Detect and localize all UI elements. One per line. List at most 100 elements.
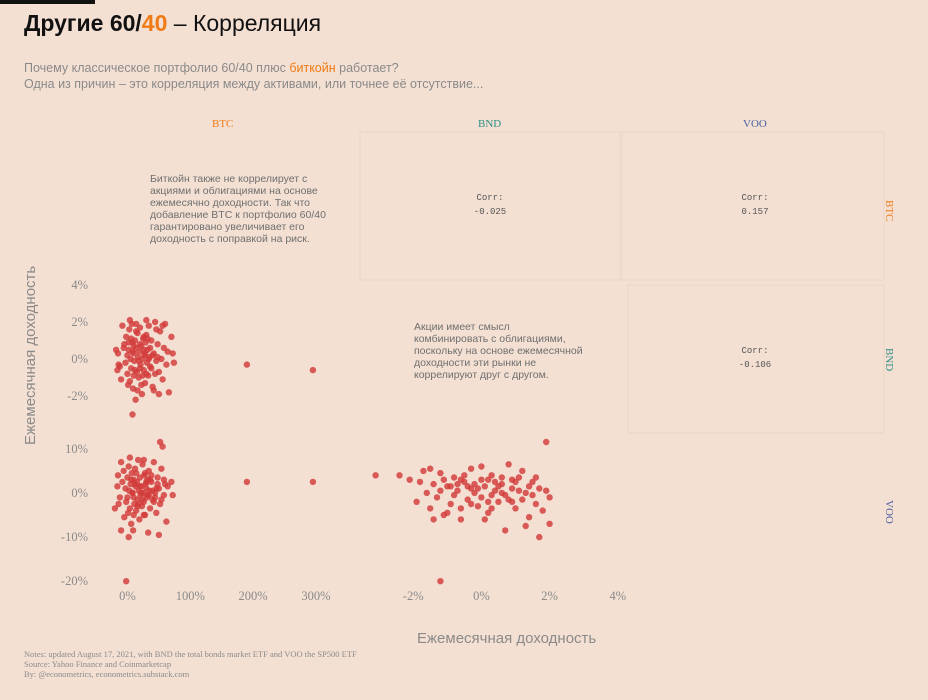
scatter-point: [471, 489, 478, 497]
x-axis-title: Ежемесячная доходность: [417, 630, 597, 647]
scatter-point: [467, 465, 475, 472]
annotation-bnd-line: поскольку на основе ежемесячной: [414, 345, 583, 357]
scatter-point: [457, 516, 465, 523]
scatter-point: [532, 500, 540, 508]
scatter-point: [454, 487, 461, 494]
annotation-btc-line: гарантировано увеличивает его: [150, 221, 305, 233]
scatter-point: [450, 491, 458, 499]
scatter-point: [502, 527, 509, 534]
top-accent-bar: [0, 0, 95, 4]
row-label-btc: BTC: [883, 200, 895, 222]
scatter-point: [154, 480, 161, 488]
scatter-point: [120, 344, 127, 352]
column-label-btc: BTC: [212, 118, 234, 130]
scatter-point: [440, 476, 447, 483]
scatter-point: [420, 467, 427, 475]
corr-label: Corr:: [476, 193, 503, 203]
corr-label: Corr:: [741, 193, 768, 203]
scatter-point: [128, 476, 135, 483]
scatter-point: [543, 438, 550, 446]
scatter-point: [154, 474, 161, 481]
scatter-point: [529, 478, 536, 486]
scatter-point: [525, 483, 533, 490]
annotation-btc-line: доходность с поправкой на риск.: [150, 233, 310, 245]
scatter-point: [158, 465, 165, 472]
scatter-point: [150, 458, 157, 466]
scatter-point: [114, 366, 121, 374]
scatter-point: [430, 480, 437, 488]
scatter-point: [508, 476, 516, 483]
scatter-point: [437, 487, 444, 494]
x-tick-label: 2%: [541, 589, 558, 603]
scatter-point: [467, 500, 475, 508]
scatter-point: [135, 357, 142, 365]
scatter-point: [116, 494, 124, 501]
scatter-point: [169, 350, 176, 357]
scatter-point: [136, 483, 144, 490]
scatter-point: [447, 500, 454, 508]
scatter-point: [529, 491, 536, 499]
scatter-point: [491, 478, 499, 486]
scatter-point: [539, 507, 546, 514]
corr-label: Corr:: [741, 346, 768, 356]
scatter-point: [136, 516, 143, 523]
scatter-point: [146, 476, 154, 483]
scatter-point: [427, 465, 434, 472]
scatter-point: [536, 485, 543, 492]
scatter-point: [491, 487, 499, 494]
scatter-point: [447, 483, 454, 490]
column-label-bnd: BND: [478, 118, 502, 130]
scatter-point: [444, 509, 451, 516]
x-tick-label: 4%: [609, 589, 626, 603]
scatter-point: [151, 370, 159, 377]
scatter-point: [478, 476, 485, 483]
byline: By: @econometrics, econometrics.substack…: [24, 669, 190, 679]
y-tick-label: 0%: [71, 486, 88, 500]
scatter-point: [536, 533, 543, 541]
scatter-point: [169, 491, 176, 499]
scatter-point: [122, 359, 129, 366]
column-label-voo: VOO: [743, 118, 767, 130]
scatter-point: [519, 496, 526, 503]
scatter-point: [416, 478, 424, 486]
correlation-panel-frame: [621, 131, 885, 281]
scatter-point: [136, 341, 144, 348]
scatter-point: [125, 339, 132, 346]
scatter-point: [437, 578, 444, 585]
scatter-point: [133, 328, 140, 335]
scatter-point: [132, 396, 139, 403]
scatter-point: [519, 467, 526, 475]
scatter-point: [128, 520, 135, 527]
scatter-point: [168, 333, 175, 340]
scatter-point: [129, 348, 136, 355]
scatter-point: [123, 578, 130, 585]
row-label-voo: VOO: [883, 500, 895, 524]
scatter-point: [130, 342, 137, 350]
scatter-point: [114, 483, 121, 490]
scatter-point: [121, 514, 128, 521]
scatter-point: [154, 341, 161, 348]
scatter-point: [115, 361, 122, 368]
x-tick-label: 200%: [239, 589, 268, 603]
scatter-point: [457, 505, 465, 512]
scatter-point: [485, 509, 492, 516]
scatter-point: [117, 376, 125, 383]
scatter-point: [115, 500, 122, 508]
scatter-point: [532, 474, 540, 481]
x-tick-label: 100%: [176, 589, 205, 603]
y-tick-label: -10%: [61, 530, 88, 544]
scatter-point: [140, 346, 147, 353]
scatter-point: [543, 487, 550, 494]
scatter-point: [158, 496, 165, 503]
scatter-point: [112, 346, 120, 353]
scatter-point: [309, 366, 317, 374]
scatter-point: [461, 472, 468, 479]
scatter-point: [138, 489, 145, 497]
scatter-point: [515, 487, 523, 494]
scatter-point: [136, 365, 144, 372]
scatter-point: [114, 472, 122, 479]
x-tick-label: -2%: [403, 589, 424, 603]
scatter-point: [139, 496, 146, 503]
x-tick-label: 300%: [301, 589, 330, 603]
y-tick-label: 10%: [65, 442, 88, 456]
